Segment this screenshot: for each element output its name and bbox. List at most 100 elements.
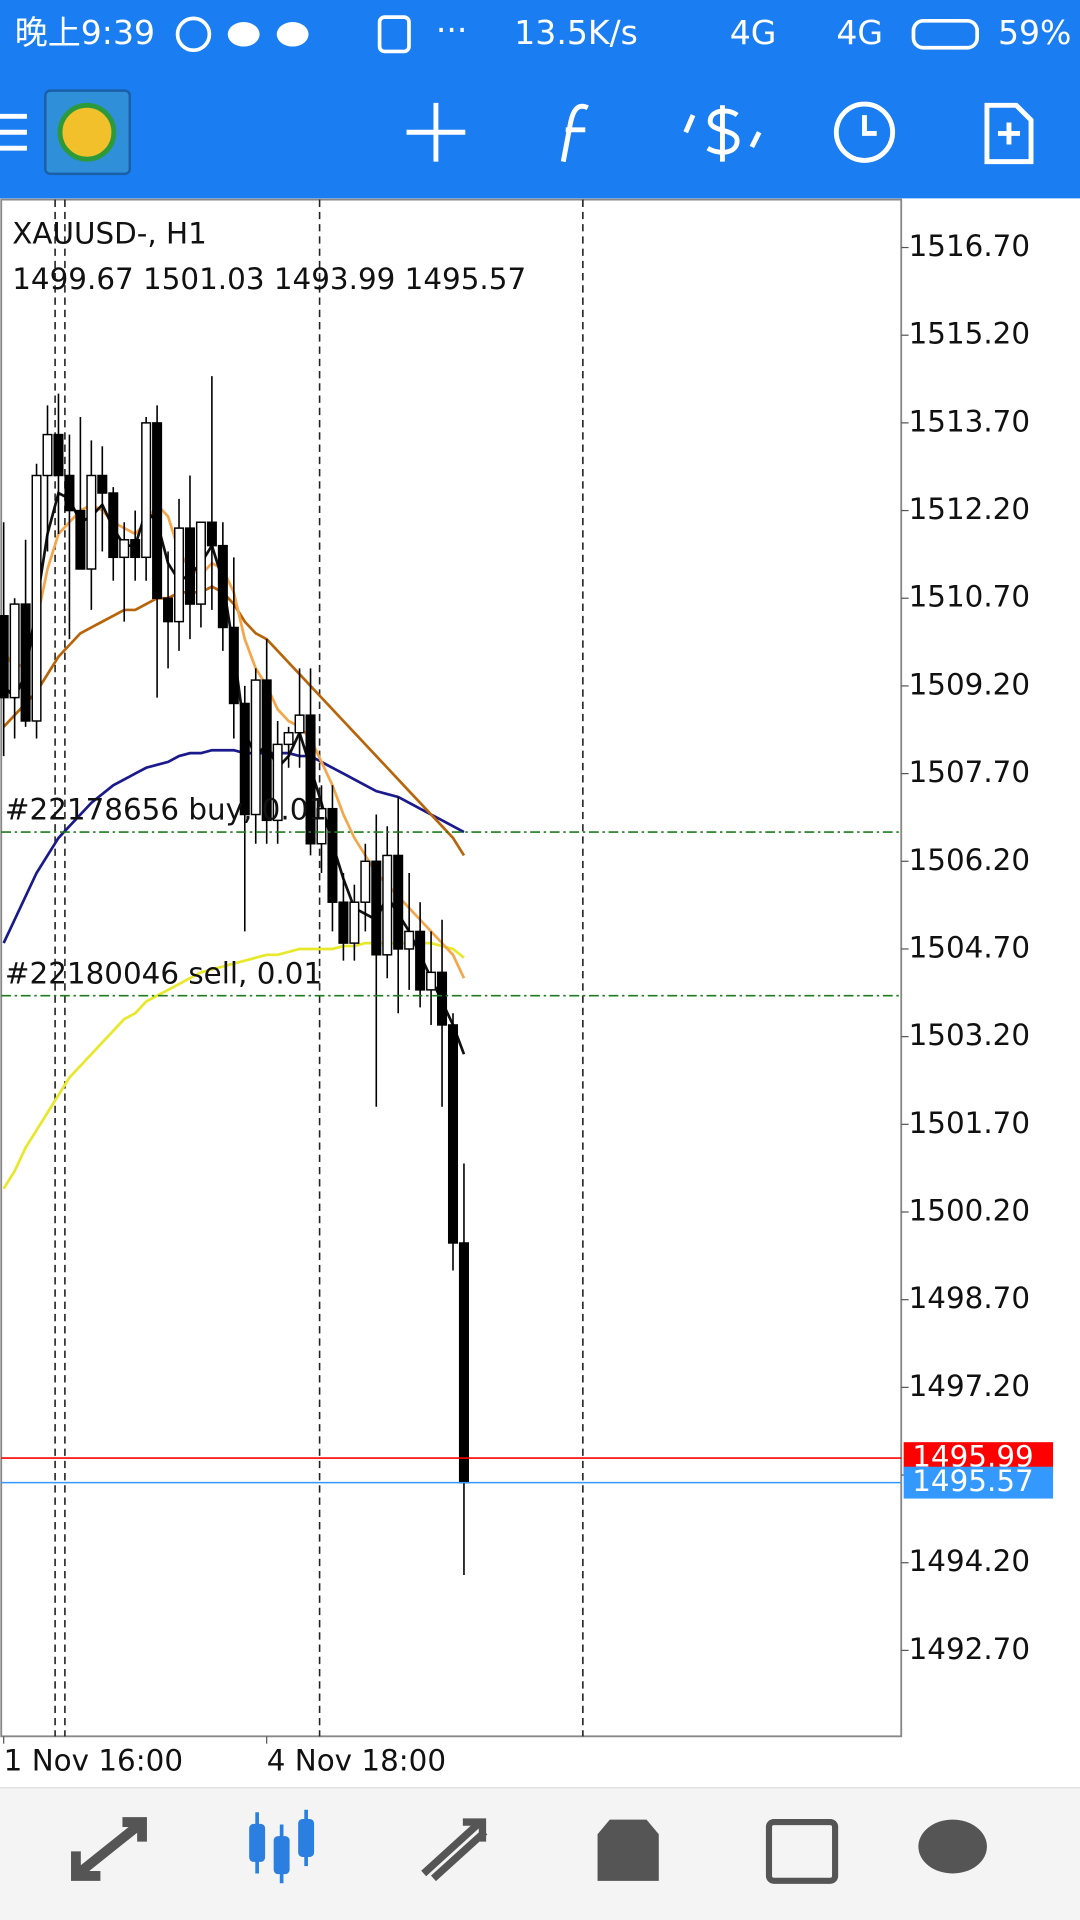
candle-body (206, 521, 217, 547)
candle-body (305, 714, 316, 845)
candle-body (9, 603, 20, 699)
nav-chart[interactable] (249, 1809, 315, 1884)
candle-body (141, 422, 152, 559)
candle-body (184, 527, 195, 605)
candle-body (119, 539, 130, 559)
y-tick-label: 1515.20 (909, 317, 1030, 351)
nav-chat[interactable] (918, 1819, 987, 1874)
status-icon (175, 16, 212, 53)
y-tick-label: 1510.70 (909, 580, 1030, 614)
status-time: 晚上9:39 (15, 13, 155, 52)
candle-body (20, 603, 31, 722)
period-separators (54, 199, 584, 1737)
chart-frame (0, 198, 903, 1738)
candle-body (173, 527, 185, 623)
candle-body (261, 679, 272, 822)
price-tag-label: 1495.57 (912, 1464, 1033, 1498)
bottom-nav-icons (71, 1809, 987, 1884)
candle-body (437, 971, 448, 1026)
x-tick-label: 4 Nov 18:00 (267, 1744, 446, 1778)
candle-body (0, 615, 9, 699)
crosshair-button[interactable] (406, 102, 466, 162)
nav-quotes[interactable] (71, 1817, 147, 1881)
order-label: #22178656 buy, 0.01 (5, 793, 327, 827)
chart (0, 198, 903, 1738)
nav-trade[interactable] (421, 1818, 488, 1882)
candle-body (327, 807, 338, 903)
candle-body (371, 860, 382, 956)
candle-body (108, 492, 119, 559)
status-bar: 晚上9:39 ··· 13.5K/s 4G 4G 59% (15, 10, 1071, 54)
candle-body (64, 474, 75, 512)
price-tag (903, 1466, 1054, 1499)
y-tick-label: 1503.20 (909, 1018, 1030, 1052)
status-battery: 59% (998, 13, 1071, 52)
app-logo (57, 102, 117, 162)
candle-body (338, 901, 349, 944)
candle-body (31, 474, 42, 722)
bottom-nav (0, 1787, 1080, 1920)
y-tick-label: 1497.20 (909, 1369, 1030, 1403)
status-icon (377, 15, 411, 54)
menu-button[interactable] (0, 113, 27, 151)
candle-body (195, 521, 206, 605)
candle-body (152, 422, 163, 599)
candle-body (426, 971, 437, 991)
candle-body (42, 433, 53, 477)
status-dots: ··· (436, 10, 468, 49)
y-tick-label: 1500.20 (909, 1194, 1030, 1228)
status-icon (276, 22, 309, 47)
candle-body (447, 1024, 459, 1244)
candle-body (75, 509, 86, 570)
battery (911, 18, 979, 50)
y-tick-label: 1509.20 (909, 667, 1030, 701)
candle-body (217, 544, 228, 629)
status-net: 4G (836, 13, 883, 52)
candle-body (53, 433, 64, 477)
candle-body (97, 474, 108, 494)
candle-body (316, 807, 327, 845)
top-bar (0, 0, 1080, 199)
nav-news[interactable] (765, 1818, 839, 1884)
candle-body (349, 901, 360, 944)
chart-title: XAUUSD-, H1 (12, 217, 207, 251)
order-label: #22180046 sell, 0.01 (5, 956, 322, 990)
x-tick-label: 1 Nov 16:00 (4, 1744, 183, 1778)
candle-body (382, 854, 393, 956)
candle-body (228, 626, 239, 705)
y-tick-label: 1501.70 (909, 1106, 1030, 1140)
y-tick-label: 1498.70 (909, 1281, 1030, 1315)
candle-body (360, 860, 371, 903)
candle-body (272, 743, 283, 822)
candle-body (393, 854, 404, 950)
trade-button[interactable] (683, 105, 762, 162)
toolbar (0, 89, 1034, 176)
y-tick-label: 1492.70 (909, 1632, 1030, 1666)
y-tick-label: 1504.70 (909, 930, 1030, 964)
candle-body (458, 1242, 469, 1484)
candle-body (239, 702, 250, 816)
candle-body (283, 731, 294, 746)
candle-body (163, 597, 174, 623)
candle-body (86, 474, 97, 570)
status-net: 4G (730, 13, 777, 52)
moving-average (2, 748, 465, 944)
nav-history[interactable] (597, 1819, 659, 1881)
history-button[interactable] (833, 101, 896, 163)
status-icon (227, 22, 260, 47)
status-speed: 13.5K/s (514, 13, 638, 52)
y-tick-label: 1507.70 (909, 755, 1030, 789)
clock-hands (862, 115, 877, 136)
new-order-button[interactable] (984, 102, 1034, 165)
y-tick-label: 1513.70 (909, 404, 1030, 438)
candle-body (404, 930, 415, 950)
candle-body (415, 930, 426, 991)
y-tick-label: 1494.20 (909, 1544, 1030, 1578)
function-button[interactable] (560, 103, 589, 163)
chart-ohlc: 1499.67 1501.03 1493.99 1495.57 (12, 262, 526, 296)
candle-body (294, 714, 305, 734)
candle-body (130, 539, 141, 559)
candle-body (250, 679, 261, 816)
